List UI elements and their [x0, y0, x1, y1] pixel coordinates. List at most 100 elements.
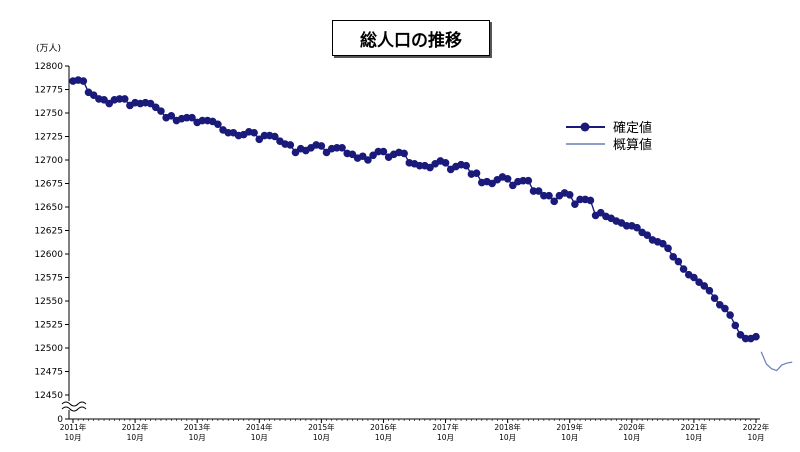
y-tick-label: 12475: [34, 368, 63, 378]
x-tick-label-year: 2014年: [246, 422, 273, 432]
y-tick-label: 12675: [34, 180, 63, 190]
data-point: [291, 148, 300, 157]
x-tick-label-year: 2011年: [60, 422, 87, 432]
data-point: [379, 147, 388, 156]
y-tick-label: 0: [57, 415, 63, 425]
data-point: [426, 163, 434, 172]
x-tick-label-month: 10月: [437, 433, 454, 442]
data-point: [441, 159, 450, 167]
data-point: [338, 143, 346, 152]
data-point: [151, 103, 160, 112]
y-tick-label: 12550: [34, 297, 63, 307]
data-point: [545, 191, 553, 200]
data-point: [89, 91, 98, 99]
axis-break-mark: [61, 406, 87, 412]
data-point: [715, 300, 724, 309]
data-point: [105, 99, 114, 108]
y-tick-label: 12450: [34, 391, 63, 401]
x-tick-label-month: 10月: [561, 433, 578, 442]
data-point: [659, 239, 667, 248]
data-point: [679, 265, 688, 273]
data-point: [509, 181, 517, 190]
data-point: [731, 321, 740, 330]
data-point: [255, 135, 264, 144]
data-point: [571, 200, 579, 208]
x-tick-label-month: 10月: [375, 433, 392, 442]
data-point: [79, 77, 88, 85]
axis-break-mark: [61, 401, 87, 407]
y-tick-label: 12625: [34, 227, 63, 237]
data-point: [721, 304, 729, 313]
legend-label: 確定値: [613, 120, 652, 136]
data-point: [271, 132, 279, 141]
x-tick-label-month: 10月: [64, 433, 81, 442]
data-point: [726, 311, 734, 319]
data-point: [690, 273, 698, 282]
x-tick-label-year: 2019年: [556, 422, 583, 432]
x-tick-label-month: 10月: [189, 433, 206, 442]
legend-label: 概算値: [613, 137, 652, 153]
data-point: [400, 149, 408, 158]
data-point: [586, 196, 595, 205]
x-tick-label-month: 10月: [499, 433, 516, 442]
y-tick-label: 12775: [34, 86, 63, 96]
legend-swatch-marker: [580, 122, 590, 132]
data-point: [120, 95, 129, 103]
data-point: [167, 112, 176, 120]
data-point: [488, 179, 496, 188]
chart-title: 総人口の推移: [332, 20, 490, 56]
data-point: [524, 176, 533, 185]
y-axis-unit-label: (万人): [36, 44, 62, 54]
y-tick-label: 12725: [34, 133, 63, 143]
data-point: [705, 286, 714, 295]
data-point: [358, 152, 367, 161]
data-point: [596, 208, 605, 217]
data-point: [534, 187, 543, 195]
data-point: [322, 148, 331, 157]
data-point: [633, 223, 641, 232]
data-point: [286, 141, 295, 149]
data-point: [664, 244, 672, 253]
x-tick-label-year: 2021年: [681, 422, 708, 432]
data-point: [503, 175, 512, 183]
y-tick-label: 12575: [34, 274, 63, 284]
data-point: [250, 128, 258, 137]
x-tick-label-year: 2022年: [743, 422, 770, 432]
data-point: [214, 120, 222, 129]
data-point: [348, 150, 357, 159]
data-point: [710, 294, 719, 302]
y-tick-label: 12600: [34, 250, 63, 260]
data-point: [669, 253, 678, 261]
data-point: [369, 151, 377, 160]
y-tick-label: 12650: [34, 203, 63, 213]
x-tick-label-year: 2016年: [370, 422, 397, 432]
data-point: [643, 231, 652, 239]
x-tick-label-month: 10月: [685, 433, 702, 442]
series-line-gaisan: [760, 351, 793, 372]
y-axis: 12800 12775 12750 12725 12700 12675 12650 12625…: [34, 62, 87, 425]
data-point: [317, 142, 326, 150]
y-tick-label: 12525: [34, 321, 63, 331]
data-point: [472, 169, 481, 177]
x-tick-label-year: 2017年: [432, 422, 459, 432]
y-tick-label: 12500: [34, 344, 63, 354]
x-tick-label-month: 10月: [313, 433, 330, 442]
x-tick-label-month: 10月: [747, 433, 764, 442]
data-point: [736, 331, 745, 339]
data-point: [752, 332, 760, 341]
x-tick-label-year: 2018年: [494, 422, 521, 432]
x-tick-label-year: 2012年: [122, 422, 149, 432]
data-point: [565, 190, 574, 199]
x-tick-label-year: 2015年: [308, 422, 335, 432]
data-point: [695, 278, 703, 287]
x-tick-label-month: 10月: [623, 433, 640, 442]
data-point: [462, 161, 471, 170]
data-point: [146, 99, 155, 108]
plot-area: [69, 76, 793, 372]
data-point: [157, 107, 165, 115]
x-tick-label-year: 2013年: [184, 422, 211, 432]
data-point: [188, 113, 196, 122]
data-point: [674, 257, 683, 266]
